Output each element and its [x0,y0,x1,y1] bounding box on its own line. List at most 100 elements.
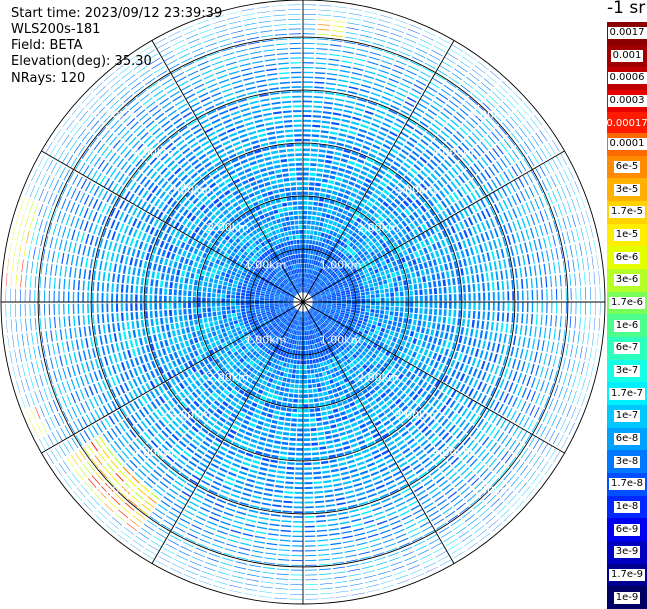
range-gate-cell [329,53,341,57]
range-gate-cell [457,463,466,472]
range-gate-cell [359,384,365,391]
range-gate-cell [320,263,325,269]
range-gate-cell [265,321,271,326]
range-gate-cell [449,333,454,341]
range-gate-cell [390,375,397,382]
range-gate-cell [315,67,326,70]
range-gate-cell [333,15,346,18]
range-gate-cell [334,103,344,107]
range-gate-cell [312,296,317,299]
range-gate-cell [248,395,255,401]
range-gate-cell [317,387,322,392]
range-gate-cell [277,327,282,332]
range-gate-cell [303,370,307,374]
range-gate-cell [316,342,321,348]
range-gate-cell [266,336,271,342]
range-gate-cell [300,311,302,317]
range-gate-cell [444,348,449,356]
range-gate-cell [133,400,140,410]
range-gate-cell [388,244,394,251]
range-gate-cell [198,406,206,413]
range-gate-cell [277,426,284,430]
range-gate-cell [354,262,360,268]
range-gate-cell [406,196,413,204]
range-gate-cell [371,274,376,279]
range-gate-cell [391,326,396,331]
range-gate-cell [459,448,467,457]
range-gate-cell [491,522,502,532]
range-gate-cell [322,322,327,327]
range-gate-cell [360,289,365,293]
range-gate-cell [230,580,244,584]
range-gate-cell [272,369,277,374]
range-gate-cell [335,447,343,452]
range-gate-cell [268,317,274,322]
range-gate-cell [356,296,361,299]
range-gate-cell [85,414,93,425]
range-gate-cell [377,322,382,327]
range-gate-cell [333,338,339,343]
range-gate-cell [297,418,303,422]
range-gate-cell [343,243,348,249]
range-gate-cell [272,358,278,364]
range-gate-cell [324,218,330,224]
range-gate-cell [392,419,400,426]
range-gate-cell [84,400,91,411]
range-gate-cell [162,458,172,467]
range-gate-cell [493,353,498,363]
range-gate-cell [309,274,312,279]
range-gate-cell [395,270,401,277]
range-gate-cell [328,528,339,531]
range-gate-cell [380,164,389,171]
range-gate-cell [304,511,314,514]
range-gate-cell [327,374,333,380]
range-gate-cell [303,375,307,379]
range-gate-cell [388,515,399,521]
range-gate-cell [489,229,495,239]
range-gate-cell [295,477,303,480]
range-gate-cell [325,291,331,295]
range-gate-cell [397,170,405,177]
range-gate-cell [291,555,303,557]
range-gate-cell [466,493,477,503]
range-gate-cell [303,138,311,142]
range-gate-cell [184,509,195,516]
range-gate-cell [265,443,273,448]
range-gate-cell [400,191,408,198]
range-gate-cell [403,347,409,354]
range-gate-cell [332,25,345,28]
range-gate-cell [275,405,281,410]
range-gate-cell [126,417,134,427]
range-gate-cell [264,347,269,353]
range-gate-cell [458,293,462,301]
range-gate-cell [129,429,137,438]
range-gate-cell [329,246,334,252]
range-gate-cell [360,292,365,296]
range-gate-cell [306,225,311,230]
range-gate-cell [309,291,314,296]
range-gate-cell [317,305,322,307]
range-gate-cell [477,254,482,264]
range-gate-cell [526,254,531,265]
range-gate-cell [496,161,504,171]
range-gate-cell [334,487,343,492]
range-gate-cell [348,369,354,375]
range-gate-cell [154,451,163,459]
range-gate-cell [333,206,339,211]
range-gate-cell [224,409,232,415]
range-gate-cell [320,587,334,590]
range-gate-cell [317,544,329,547]
range-gate-cell [346,95,357,100]
range-gate-cell [327,300,332,302]
range-gate-cell [325,504,336,507]
range-gate-cell [415,243,421,250]
range-gate-cell [446,227,452,236]
range-gate-cell [259,416,266,421]
range-gate-cell [264,334,269,340]
range-gate-cell [512,358,517,369]
range-gate-cell [418,263,424,270]
range-gate-cell [543,327,547,339]
range-gate-cell [416,160,424,168]
range-gate-cell [289,437,296,441]
range-gate-cell [393,23,406,29]
